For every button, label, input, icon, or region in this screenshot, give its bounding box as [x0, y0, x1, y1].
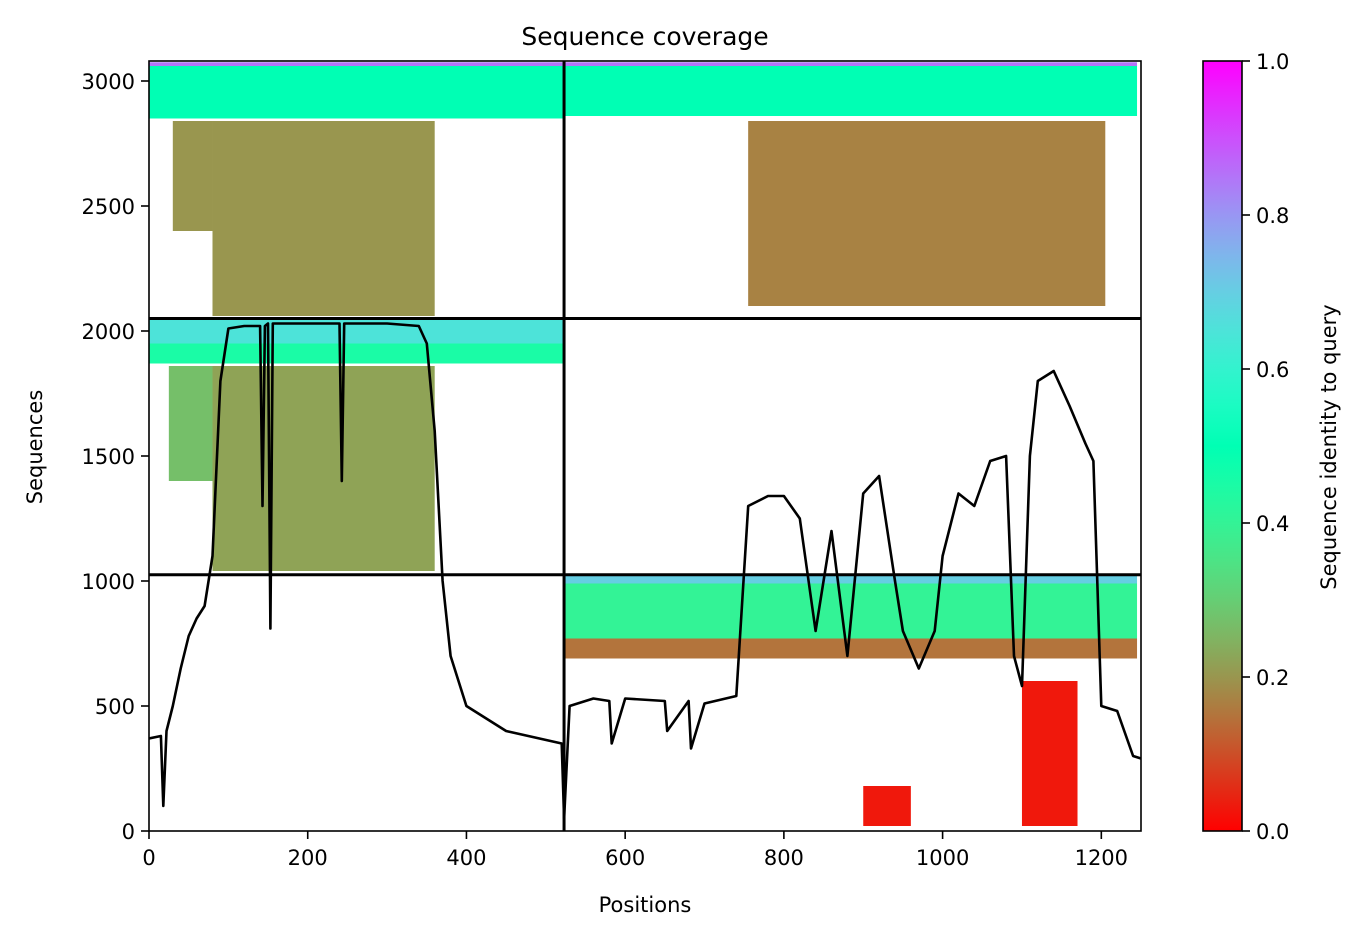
colorbar-gradient [1202, 60, 1243, 832]
x-tick-label: 200 [288, 846, 328, 870]
colorbar-tick-label: 1.0 [1256, 50, 1289, 74]
coverage-block [149, 66, 565, 119]
coverage-block [564, 66, 1138, 116]
colorbar-label: Sequence identity to query [1317, 304, 1341, 589]
x-tick-label: 0 [142, 846, 155, 870]
colorbar-tick-label: 0.4 [1256, 512, 1289, 536]
x-axis: 0 200 400 600 800 1000 1200 [142, 831, 1128, 870]
x-axis-label: Positions [599, 893, 692, 917]
x-tick-label: 800 [764, 846, 804, 870]
plot-frame [148, 60, 1142, 832]
coverage-block [149, 343, 565, 364]
y-tick-label: 3000 [82, 70, 135, 94]
plot-content [149, 61, 1141, 831]
coverage-block [564, 62, 1138, 66]
coverage-block [863, 786, 911, 826]
y-tick-label: 1000 [82, 570, 135, 594]
coverage-block [564, 638, 1138, 659]
x-tick-label: 1000 [916, 846, 969, 870]
colorbar: 0.0 0.2 0.4 0.6 0.8 1.0 [1202, 50, 1289, 844]
y-tick-label: 500 [95, 695, 135, 719]
chart-title: Sequence coverage [521, 22, 768, 51]
y-axis-label: Sequences [23, 390, 47, 505]
coverage-line [149, 322, 1141, 820]
coverage-block [1021, 681, 1078, 826]
coverage-block [748, 121, 1106, 306]
coverage-block [149, 62, 565, 66]
y-tick-label: 2000 [82, 320, 135, 344]
colorbar-tick-label: 0.0 [1256, 820, 1289, 844]
colorbar-tick-label: 0.2 [1256, 666, 1289, 690]
y-tick-label: 1500 [82, 445, 135, 469]
x-tick-label: 1200 [1075, 846, 1128, 870]
y-tick-label: 0 [122, 820, 135, 844]
x-tick-label: 400 [446, 846, 486, 870]
coverage-block [168, 366, 213, 481]
coverage-block [212, 366, 435, 571]
coverage-block [564, 574, 1138, 584]
y-tick-label: 2500 [82, 195, 135, 219]
y-axis: 0 500 1000 1500 2000 2500 3000 [82, 70, 149, 844]
colorbar-tick-label: 0.6 [1256, 358, 1289, 382]
x-tick-label: 600 [605, 846, 645, 870]
colorbar-tick-label: 0.8 [1256, 204, 1289, 228]
coverage-block [172, 121, 213, 231]
coverage-block [212, 121, 435, 316]
plot-area [148, 60, 1142, 832]
